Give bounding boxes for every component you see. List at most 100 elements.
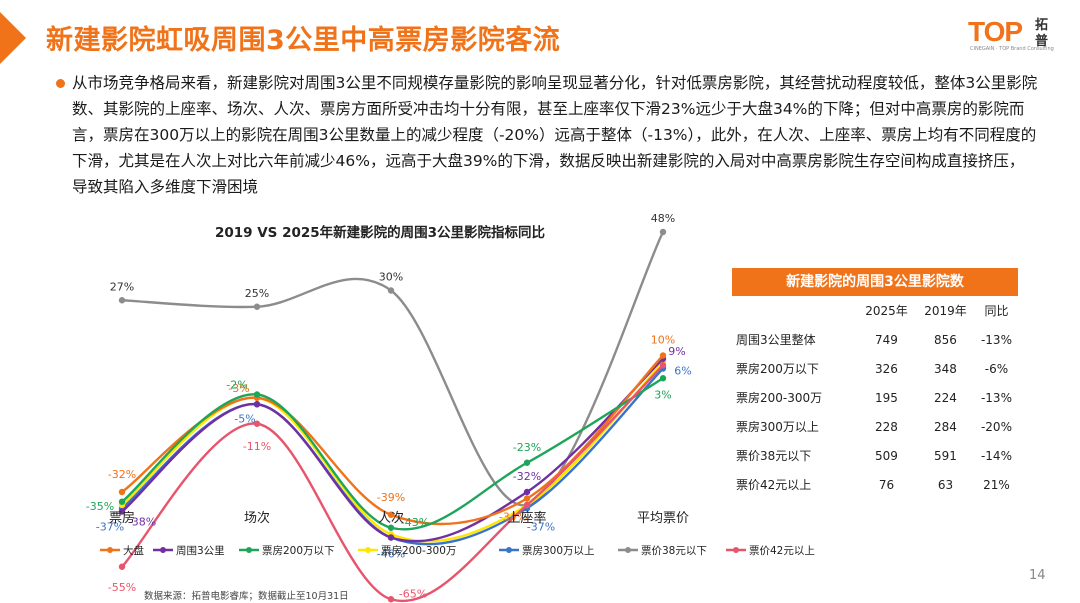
- title-accent-triangle: [0, 12, 26, 64]
- cell-2019: 856: [934, 332, 957, 347]
- data-point: [387, 511, 395, 518]
- data-label: -3%: [228, 382, 249, 395]
- data-label: -38%: [128, 516, 156, 529]
- legend-marker: [107, 547, 113, 553]
- data-point: [659, 375, 667, 382]
- cell-2019: 284: [934, 419, 957, 434]
- data-point: [253, 401, 261, 408]
- data-label: 6%: [674, 365, 691, 378]
- cell-2019: 591: [934, 448, 957, 463]
- legend-label: 票价38元以下: [641, 545, 707, 557]
- data-point: [118, 508, 126, 515]
- stats-table: 2025年 2019年 同比 周围3公里整体 749 856 -13% 票房200万以…: [732, 296, 1018, 499]
- data-label: -11%: [243, 440, 271, 453]
- data-label: -37%: [527, 520, 555, 533]
- logo-wordmark: TOP: [968, 16, 1023, 47]
- data-label: -34%: [499, 511, 527, 524]
- data-label: -32%: [108, 468, 136, 481]
- cell-2025: 326: [875, 361, 898, 376]
- cell-2025: 509: [875, 448, 898, 463]
- logo-tagline: CINEGAIN · TOP Brand Consulting: [970, 46, 1054, 52]
- data-point: [659, 228, 667, 236]
- legend-label: 票房200万以下: [262, 544, 335, 557]
- data-point: [118, 488, 126, 496]
- series-line-2: [121, 377, 664, 531]
- brand-logo: TOP CINEGAIN · TOP Brand Consulting 拓普: [968, 16, 1064, 58]
- header-cell-yoy: 同比: [984, 304, 1009, 318]
- cell-yoy: 21%: [983, 477, 1010, 492]
- data-point: [387, 287, 395, 294]
- data-point: [387, 596, 395, 603]
- data-label: 30%: [379, 271, 403, 284]
- table-title: 新建影院的周围3公里影院数: [732, 268, 1018, 296]
- data-label: -46%: [377, 548, 405, 561]
- data-point: [523, 501, 531, 509]
- data-point: [523, 459, 531, 466]
- data-label: -23%: [513, 441, 541, 454]
- row-label: 票房200-300万: [736, 391, 823, 405]
- data-label: 27%: [110, 280, 134, 293]
- cell-2019: 63: [937, 477, 954, 492]
- cell-2025: 195: [875, 390, 898, 405]
- legend-marker: [160, 547, 166, 553]
- data-point: [253, 303, 261, 310]
- series-line-5: [121, 231, 665, 507]
- table-row: 周围3公里整体 749 856 -13%: [732, 325, 1018, 354]
- table-row: 票房200-300万 195 224 -13%: [732, 383, 1018, 412]
- x-tick-label: 票房: [109, 510, 135, 526]
- table-row: 票房200万以下 326 348 -6%: [732, 354, 1018, 383]
- cell-yoy: -13%: [980, 390, 1012, 405]
- data-label: 48%: [651, 212, 675, 225]
- data-point: [523, 495, 531, 502]
- legend-label: 票房300万以上: [522, 544, 595, 557]
- x-tick-label: 上座率: [507, 510, 546, 526]
- series-line-6: [121, 364, 664, 603]
- row-label: 票价38元以下: [736, 449, 812, 463]
- data-label: -43%: [401, 516, 429, 529]
- cell-yoy: -14%: [980, 448, 1012, 463]
- table-header-row: 2025年 2019年 同比: [732, 296, 1018, 325]
- data-point: [659, 362, 667, 369]
- summary-paragraph: 从市场竞争格局来看，新建影院对周围3公里不同规模存量影院的影响呈现显著分化，针对…: [72, 74, 1038, 196]
- data-label: -2%: [226, 379, 247, 392]
- data-label: -37%: [96, 520, 124, 533]
- x-tick-label: 场次: [244, 510, 270, 526]
- legend-label: 票房200-300万: [381, 544, 456, 557]
- table-row: 票价38元以下 509 591 -14%: [732, 441, 1018, 470]
- row-label: 票房300万以上: [736, 420, 819, 434]
- legend-marker: [246, 547, 252, 553]
- data-label: -35%: [86, 500, 114, 513]
- header-cell-2019: 2019年: [924, 304, 967, 318]
- x-tick-label: 平均票价: [637, 511, 689, 526]
- data-point: [387, 534, 395, 541]
- page-number: 14: [1029, 568, 1046, 583]
- cell-2019: 224: [934, 390, 957, 405]
- data-point: [118, 563, 126, 570]
- cell-2025: 76: [878, 477, 895, 492]
- x-tick-label: 人次: [378, 510, 404, 526]
- legend-marker: [625, 547, 631, 553]
- cell-2025: 749: [875, 332, 898, 347]
- data-label: -55%: [108, 581, 136, 594]
- header-cell-label: [732, 296, 857, 325]
- legend-label: 票价42元以上: [749, 545, 815, 557]
- data-point: [253, 391, 261, 398]
- data-point: [118, 297, 126, 304]
- data-label: 25%: [245, 287, 269, 300]
- cell-yoy: -13%: [980, 332, 1012, 347]
- legend-label: 周围3公里: [176, 545, 225, 557]
- legend-marker: [365, 547, 371, 553]
- data-label: 10%: [651, 334, 675, 347]
- data-label: -5%: [234, 412, 255, 425]
- table-row: 票房300万以上 228 284 -20%: [732, 412, 1018, 441]
- data-point: [523, 488, 531, 496]
- data-label: -32%: [513, 470, 541, 483]
- cell-2025: 228: [875, 419, 898, 434]
- cell-yoy: -6%: [984, 361, 1009, 376]
- cinema-count-table: 新建影院的周围3公里影院数 2025年 2019年 同比 周围3公里整体 749 8…: [732, 268, 1018, 499]
- data-point: [253, 420, 261, 427]
- chart-title: 2019 VS 2025年新建影院的周围3公里影院指标同比: [215, 224, 545, 241]
- data-source-note: 数据来源：拓普电影睿库；数据截止至10月31日: [144, 591, 349, 602]
- cell-yoy: -20%: [980, 419, 1012, 434]
- table-row: 票价42元以上 76 63 21%: [732, 470, 1018, 499]
